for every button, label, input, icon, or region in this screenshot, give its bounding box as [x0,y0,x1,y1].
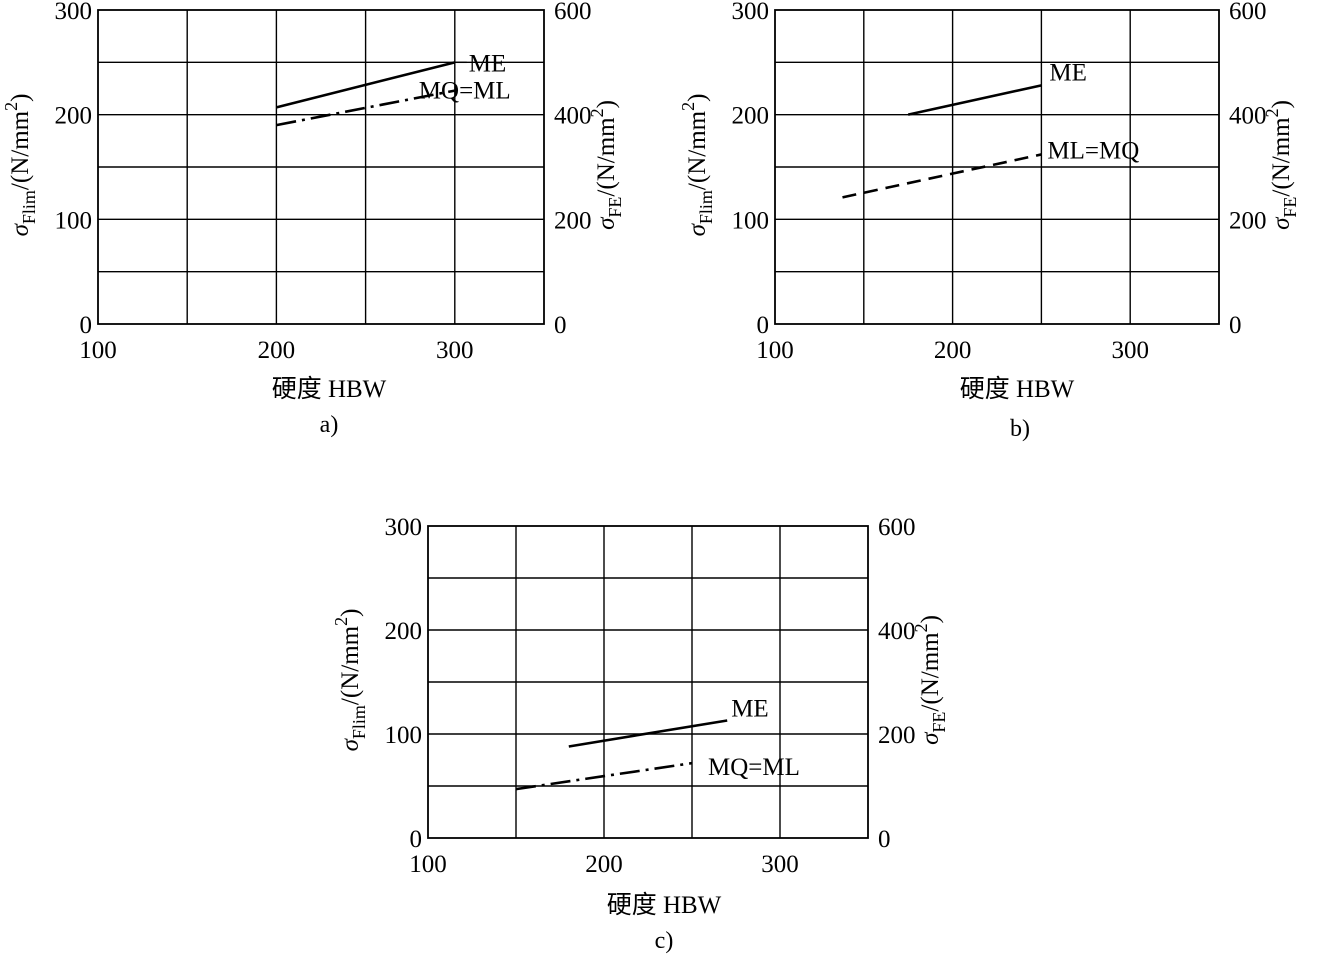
subscript: FE [605,197,625,218]
y-left-tick-label: 100 [732,207,770,234]
series-label: ME [469,50,507,77]
plot-frame [774,9,1220,325]
x-axis-title: 硬度 HBW [960,375,1075,403]
y-right-tick-label: 0 [1229,312,1242,339]
x-tick-label: 300 [1111,337,1149,364]
close-paren: ) [1268,100,1295,108]
close-paren: ) [337,609,364,617]
superscript: 2 [1262,108,1282,117]
subfigure-label: b) [1010,416,1030,442]
y-right-tick-label: 400 [1229,103,1267,130]
unit-text: /(N/mm [7,110,34,190]
y-left-tick-label: 300 [385,514,423,541]
y-right-tick-label: 200 [554,207,592,234]
sigma-symbol: σ [684,222,711,236]
x-tick-label: 200 [585,851,623,878]
x-tick-label: 200 [934,337,972,364]
y-right-tick-label: 400 [554,103,592,130]
sigma-symbol: σ [1268,216,1295,230]
x-tick-label: 100 [79,337,117,364]
y-right-tick-label: 200 [1229,207,1267,234]
sigma-symbol: σ [337,737,364,751]
y-right-axis-title: σFE/(N/mm2) [911,615,949,745]
unit-text: /(N/mm [593,117,620,197]
plot-frame [97,9,545,325]
series-line-me [907,84,1042,116]
close-paren: ) [7,94,34,102]
series-label: ME [731,695,769,722]
subfigure-label: a) [320,412,339,438]
x-tick-label: 100 [409,851,447,878]
subscript: FE [929,712,949,733]
subscript: Flim [696,190,716,224]
x-tick-label: 200 [258,337,296,364]
y-left-tick-label: 200 [55,103,93,130]
unit-text: /(N/mm [337,625,364,705]
y-left-tick-label: 200 [732,103,770,130]
superscript: 2 [331,617,351,626]
y-right-tick-label: 0 [878,826,891,853]
close-paren: ) [593,100,620,108]
subscript: Flim [19,190,39,224]
y-right-tick-label: 600 [878,514,916,541]
series-label: MQ=ML [708,754,800,781]
y-right-axis-title: σFE/(N/mm2) [1262,100,1300,230]
unit-text: /(N/mm [1268,117,1295,197]
y-left-tick-label: 0 [757,312,770,339]
sigma-symbol: σ [917,731,944,745]
series-label: ML=MQ [1047,137,1139,164]
series-line-ml-mq [842,153,1042,199]
series-label: MQ=ML [419,78,511,105]
x-axis-title: 硬度 HBW [272,375,387,403]
y-left-tick-label: 300 [55,0,93,25]
subscript: Flim [349,705,369,739]
x-tick-label: 300 [761,851,799,878]
plot-frame [427,525,869,839]
close-paren: ) [917,615,944,623]
y-left-axis-title: σFlim/(N/mm2) [1,94,39,237]
y-right-tick-label: 400 [878,618,916,645]
close-paren: ) [684,94,711,102]
series-line-me [568,719,728,748]
y-left-tick-label: 200 [385,618,423,645]
y-left-tick-label: 0 [410,826,423,853]
y-left-tick-label: 100 [385,722,423,749]
y-right-tick-label: 600 [554,0,592,25]
x-axis-title: 硬度 HBW [607,891,722,919]
y-left-tick-label: 300 [732,0,770,25]
x-tick-label: 100 [756,337,794,364]
y-right-axis-title: σFE/(N/mm2) [587,100,625,230]
subscript: FE [1280,197,1300,218]
y-right-tick-label: 200 [878,722,916,749]
superscript: 2 [587,108,607,117]
sigma-symbol: σ [7,222,34,236]
series-line-mq-ml [276,89,456,127]
x-tick-label: 300 [436,337,474,364]
y-left-axis-title: σFlim/(N/mm2) [331,609,369,752]
superscript: 2 [678,102,698,111]
y-left-tick-label: 0 [80,312,93,339]
series-label: ME [1049,59,1087,86]
sigma-symbol: σ [593,216,620,230]
series-line-mq-ml [515,761,693,791]
y-right-tick-label: 600 [1229,0,1267,25]
unit-text: /(N/mm [917,632,944,712]
y-left-axis-title: σFlim/(N/mm2) [678,94,716,237]
y-right-tick-label: 0 [554,312,567,339]
subfigure-label: c) [655,928,674,954]
superscript: 2 [1,102,21,111]
y-left-tick-label: 100 [55,207,93,234]
series-line-me [276,61,456,109]
unit-text: /(N/mm [684,110,711,190]
superscript: 2 [911,623,931,632]
